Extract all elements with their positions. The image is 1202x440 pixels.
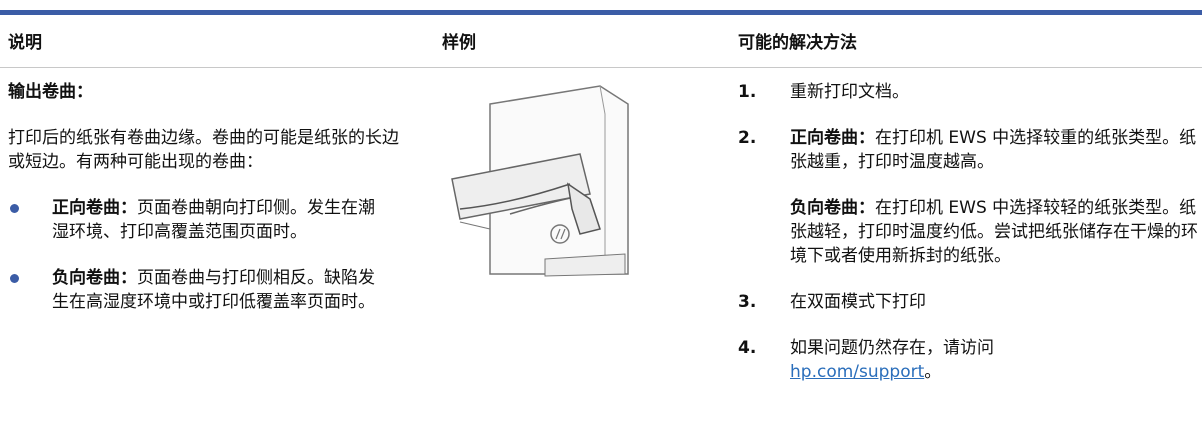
solution-text: 在双面模式下打印: [790, 292, 926, 312]
term: 正向卷曲：: [790, 128, 875, 148]
solution-number: 2.: [738, 128, 757, 148]
solution: 4. 如果问题仍然存在，请访问 hp.com/support。: [738, 336, 1130, 384]
bullet: 正向卷曲：页面卷曲朝向打印侧。发生在潮湿环境、打印高覆盖范围页面时。: [8, 196, 382, 244]
solution-text: 在打印机 EWS 中选择较重的纸张类型。纸张越重，打印时温度越高。: [790, 128, 1197, 172]
support-link[interactable]: hp.com/support: [790, 362, 925, 382]
table-header: 说明 样例 可能的解决方法: [0, 15, 1202, 68]
description-title: 输出卷曲：: [8, 80, 408, 104]
bullet: 负向卷曲：页面卷曲与打印侧相反。缺陷发生在高湿度环境中或打印低覆盖率页面时。: [8, 266, 382, 314]
header-cell: 说明: [8, 33, 42, 53]
solution-text: 如果问题仍然存在，请访问: [790, 338, 994, 358]
header-cell: 可能的解决方法: [738, 33, 857, 53]
solution: 1. 重新打印文档。: [738, 80, 1200, 104]
printer-image: [451, 85, 629, 277]
bullet-text: 页面卷曲朝向打印侧。发生在潮湿环境、打印高覆盖范围页面时。: [52, 198, 375, 242]
solution-paragraph: 负向卷曲：在打印机 EWS 中选择较轻的纸张类型。纸张越轻，打印时温度约低。尝试…: [790, 196, 1200, 268]
solution-text: 。: [924, 362, 942, 382]
solutions-cell: 1. 重新打印文档。 2. 正向卷曲：在打印机 EWS 中选择较重的纸张类型。纸张…: [738, 80, 1200, 406]
description-cell: 输出卷曲： 打印后的纸张有卷曲边缘。卷曲的可能是纸张的长边或短边。有两种可能出现…: [8, 80, 408, 336]
solution-number: 3.: [738, 292, 757, 312]
solution: 2. 正向卷曲：在打印机 EWS 中选择较重的纸张类型。纸张越重，打印时温度越高…: [738, 126, 1200, 268]
solution-text: 重新打印文档。: [790, 82, 909, 102]
solution-number: 4.: [738, 338, 757, 358]
description-text: 打印后的纸张有卷曲边缘。卷曲的可能是纸张的长边或短边。有两种可能出现的卷曲：: [8, 128, 399, 172]
top-rule: [0, 10, 1202, 15]
solution: 3. 在双面模式下打印: [738, 290, 1200, 314]
solution-text: 在打印机 EWS 中选择较轻的纸张类型。纸张越轻，打印时温度约低。尝试把纸张储存…: [790, 198, 1198, 266]
solution-number: 1.: [738, 82, 757, 102]
term: 负向卷曲：: [790, 198, 875, 218]
solution-paragraph: 正向卷曲：在打印机 EWS 中选择较重的纸张类型。纸张越重，打印时温度越高。: [790, 126, 1200, 174]
bullet-term: 正向卷曲：: [52, 198, 137, 218]
bullet-term: 负向卷曲：: [52, 268, 137, 288]
bullet-text: 页面卷曲与打印侧相反。缺陷发生在高湿度环境中或打印低覆盖率页面时。: [52, 268, 375, 312]
header-cell: 样例: [442, 33, 476, 53]
title: 输出卷曲：: [8, 82, 93, 102]
